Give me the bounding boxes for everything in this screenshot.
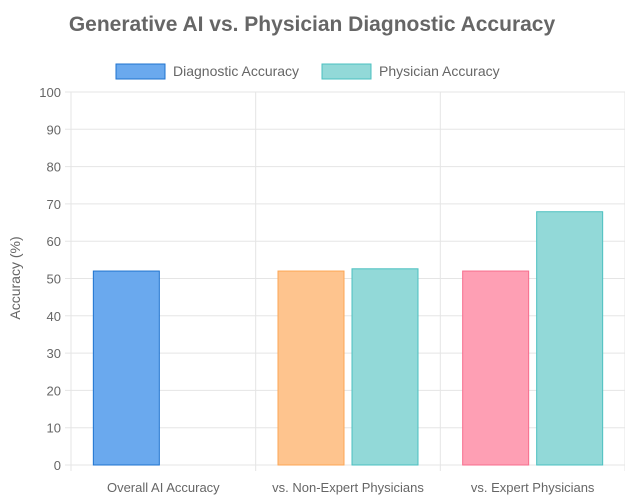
y-tick-label-60: 60 (47, 234, 61, 249)
bar-physician-accuracy-vs-non-expert-physicians[interactable] (351, 268, 419, 466)
legend: Diagnostic Accuracy Physician Accuracy (115, 63, 500, 80)
y-tick-label-20: 20 (47, 383, 61, 398)
x-tick-label-vs-expert-physicians: vs. Expert Physicians (471, 480, 595, 495)
bar-diagnostic-accuracy-vs-expert-physicians[interactable] (462, 270, 530, 466)
x-tick-label-overall-ai-accuracy: Overall AI Accuracy (107, 480, 220, 495)
y-tick-label-0: 0 (54, 458, 61, 473)
y-axis-label: Accuracy (%) (7, 236, 23, 319)
y-tick-label-30: 30 (47, 346, 61, 361)
y-tick-label-100: 100 (39, 85, 61, 100)
legend-item-physician-accuracy[interactable]: Physician Accuracy (321, 63, 500, 80)
bar-diagnostic-accuracy-vs-non-expert-physicians[interactable] (277, 270, 345, 466)
y-tick-label-90: 90 (47, 122, 61, 137)
y-tick-label-80: 80 (47, 160, 61, 175)
y-axis-ticks: 0 10 20 30 40 50 60 70 80 90 100 (39, 85, 61, 473)
x-tick-label-vs-non-expert-physicians: vs. Non-Expert Physicians (272, 480, 424, 495)
legend-swatch-diagnostic-accuracy (115, 63, 166, 80)
bars (92, 211, 604, 466)
chart-title: Generative AI vs. Physician Diagnostic A… (69, 13, 556, 36)
y-tick-label-50: 50 (47, 272, 61, 287)
bar-physician-accuracy-vs-expert-physicians[interactable] (536, 211, 604, 466)
y-tick-label-70: 70 (47, 197, 61, 212)
y-tick-label-40: 40 (47, 309, 61, 324)
legend-label-physician-accuracy: Physician Accuracy (379, 63, 500, 79)
bar-diagnostic-accuracy-overall-ai-accuracy[interactable] (92, 270, 160, 466)
legend-item-diagnostic-accuracy[interactable]: Diagnostic Accuracy (115, 63, 299, 80)
x-axis-ticks: Overall AI Accuracy vs. Non-Expert Physic… (107, 480, 595, 495)
legend-swatch-physician-accuracy (321, 63, 372, 80)
legend-label-diagnostic-accuracy: Diagnostic Accuracy (173, 63, 299, 79)
y-tick-label-10: 10 (47, 421, 61, 436)
